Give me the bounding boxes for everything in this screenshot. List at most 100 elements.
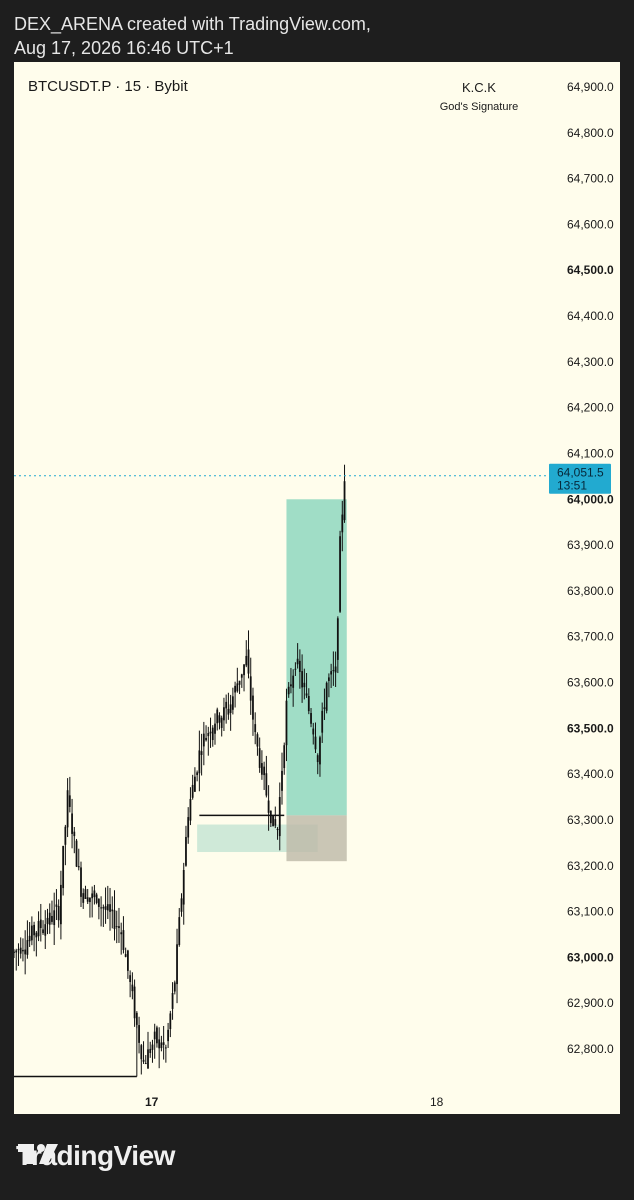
candle-body	[205, 737, 207, 741]
candle-body	[97, 898, 100, 907]
stop-zone[interactable]	[286, 815, 347, 862]
candle-body	[104, 906, 107, 910]
candle-body	[214, 723, 216, 734]
price-tick-label: 63,800.0	[567, 584, 614, 598]
candle-body	[303, 682, 306, 688]
candle-body	[73, 831, 76, 837]
candle-body	[267, 800, 270, 813]
candle-body	[194, 776, 196, 792]
candle-body	[274, 819, 277, 826]
candle-body	[296, 658, 299, 665]
candle-body	[77, 866, 80, 868]
candle-body	[91, 893, 94, 899]
candle-body	[245, 655, 248, 666]
signature-title: K.C.K	[462, 80, 496, 95]
candle-body	[220, 717, 223, 728]
candle-body	[316, 755, 319, 763]
candle-body	[156, 1027, 158, 1044]
price-tick-label: 64,500.0	[567, 263, 614, 277]
candle-body	[198, 750, 201, 774]
tradingview-logo-icon	[18, 1144, 58, 1164]
candle-body	[164, 1047, 167, 1049]
candle-body	[17, 949, 20, 951]
candle-body	[138, 1025, 140, 1043]
candle-body	[292, 675, 295, 688]
candle-body	[120, 932, 123, 935]
candle-body	[314, 736, 317, 750]
candle-body	[48, 912, 51, 925]
candle-body	[339, 536, 341, 612]
candle-body	[66, 790, 69, 828]
candle-body	[325, 682, 328, 711]
candle-body	[51, 915, 53, 922]
candle-body	[334, 666, 337, 673]
candle-body	[68, 795, 71, 807]
candle-body	[263, 766, 266, 776]
price-tick-label: 63,200.0	[567, 859, 614, 873]
candle-body	[272, 815, 274, 827]
candle-body	[26, 940, 29, 955]
candle-body	[240, 674, 243, 678]
candle-body	[336, 618, 339, 660]
candle-body	[122, 930, 125, 950]
price-tick-label: 63,300.0	[567, 813, 614, 827]
candle-body	[236, 683, 239, 692]
candle-body	[129, 975, 132, 982]
candle-body	[187, 817, 190, 838]
target-zone[interactable]	[286, 499, 347, 816]
candle-body	[343, 481, 346, 521]
candle-body	[127, 950, 129, 971]
candle-body	[307, 696, 310, 712]
candle-body	[290, 684, 292, 687]
candle-body	[82, 893, 85, 903]
candle-body	[89, 897, 91, 903]
candle-body	[227, 708, 230, 715]
price-tick-label: 62,800.0	[567, 1042, 614, 1056]
candle-body	[209, 731, 212, 734]
candle-body	[35, 932, 38, 938]
candle-body	[200, 751, 203, 755]
candle-body	[330, 671, 333, 675]
candle-body	[189, 798, 192, 821]
candle-body	[93, 890, 96, 898]
candle-body	[22, 949, 24, 952]
candle-body	[254, 724, 257, 733]
candle-body	[30, 925, 33, 941]
price-chart[interactable]: 64,900.0 64,800.0 64,700.0 64,600.0 64,500.0…	[14, 62, 620, 1114]
candle-body	[124, 954, 127, 957]
candle-body	[109, 904, 111, 912]
chart-frame[interactable]: BTCUSDT.P · 15 · Bybit K.C.K God's Signa…	[14, 62, 620, 1114]
candle-body	[191, 784, 194, 798]
candle-body	[247, 649, 250, 674]
candle-body	[142, 1059, 145, 1062]
candle-body	[319, 737, 321, 765]
candle-body	[234, 685, 236, 693]
candle-body	[173, 982, 176, 992]
candle-body	[39, 919, 42, 929]
price-tick-label: 64,200.0	[567, 401, 614, 415]
candle-body	[28, 935, 31, 942]
author-line: DEX_ARENA created with TradingView.com,	[14, 14, 371, 34]
last-price-tag[interactable]	[549, 463, 611, 494]
candle-body	[223, 707, 225, 721]
candle-body	[151, 1044, 154, 1050]
candle-body	[276, 829, 279, 831]
candle-body	[75, 840, 78, 867]
last-price-countdown: 13:51	[557, 479, 587, 493]
time-tick-label: 17	[145, 1095, 159, 1109]
candle-body	[176, 944, 178, 985]
candle-body	[113, 910, 116, 930]
candle-body	[95, 894, 98, 903]
candle-body	[162, 1042, 165, 1045]
candle-body	[261, 763, 263, 775]
price-tick-label: 64,000.0	[567, 492, 614, 506]
candle-body	[301, 671, 303, 688]
time-tick-label: 18	[430, 1095, 444, 1109]
candle-body	[115, 926, 118, 928]
candle-body	[285, 700, 288, 746]
candle-body	[33, 924, 35, 936]
candle-body	[84, 889, 87, 899]
candle-body	[140, 1045, 143, 1060]
candle-body	[323, 707, 326, 710]
candle-body	[252, 695, 254, 720]
